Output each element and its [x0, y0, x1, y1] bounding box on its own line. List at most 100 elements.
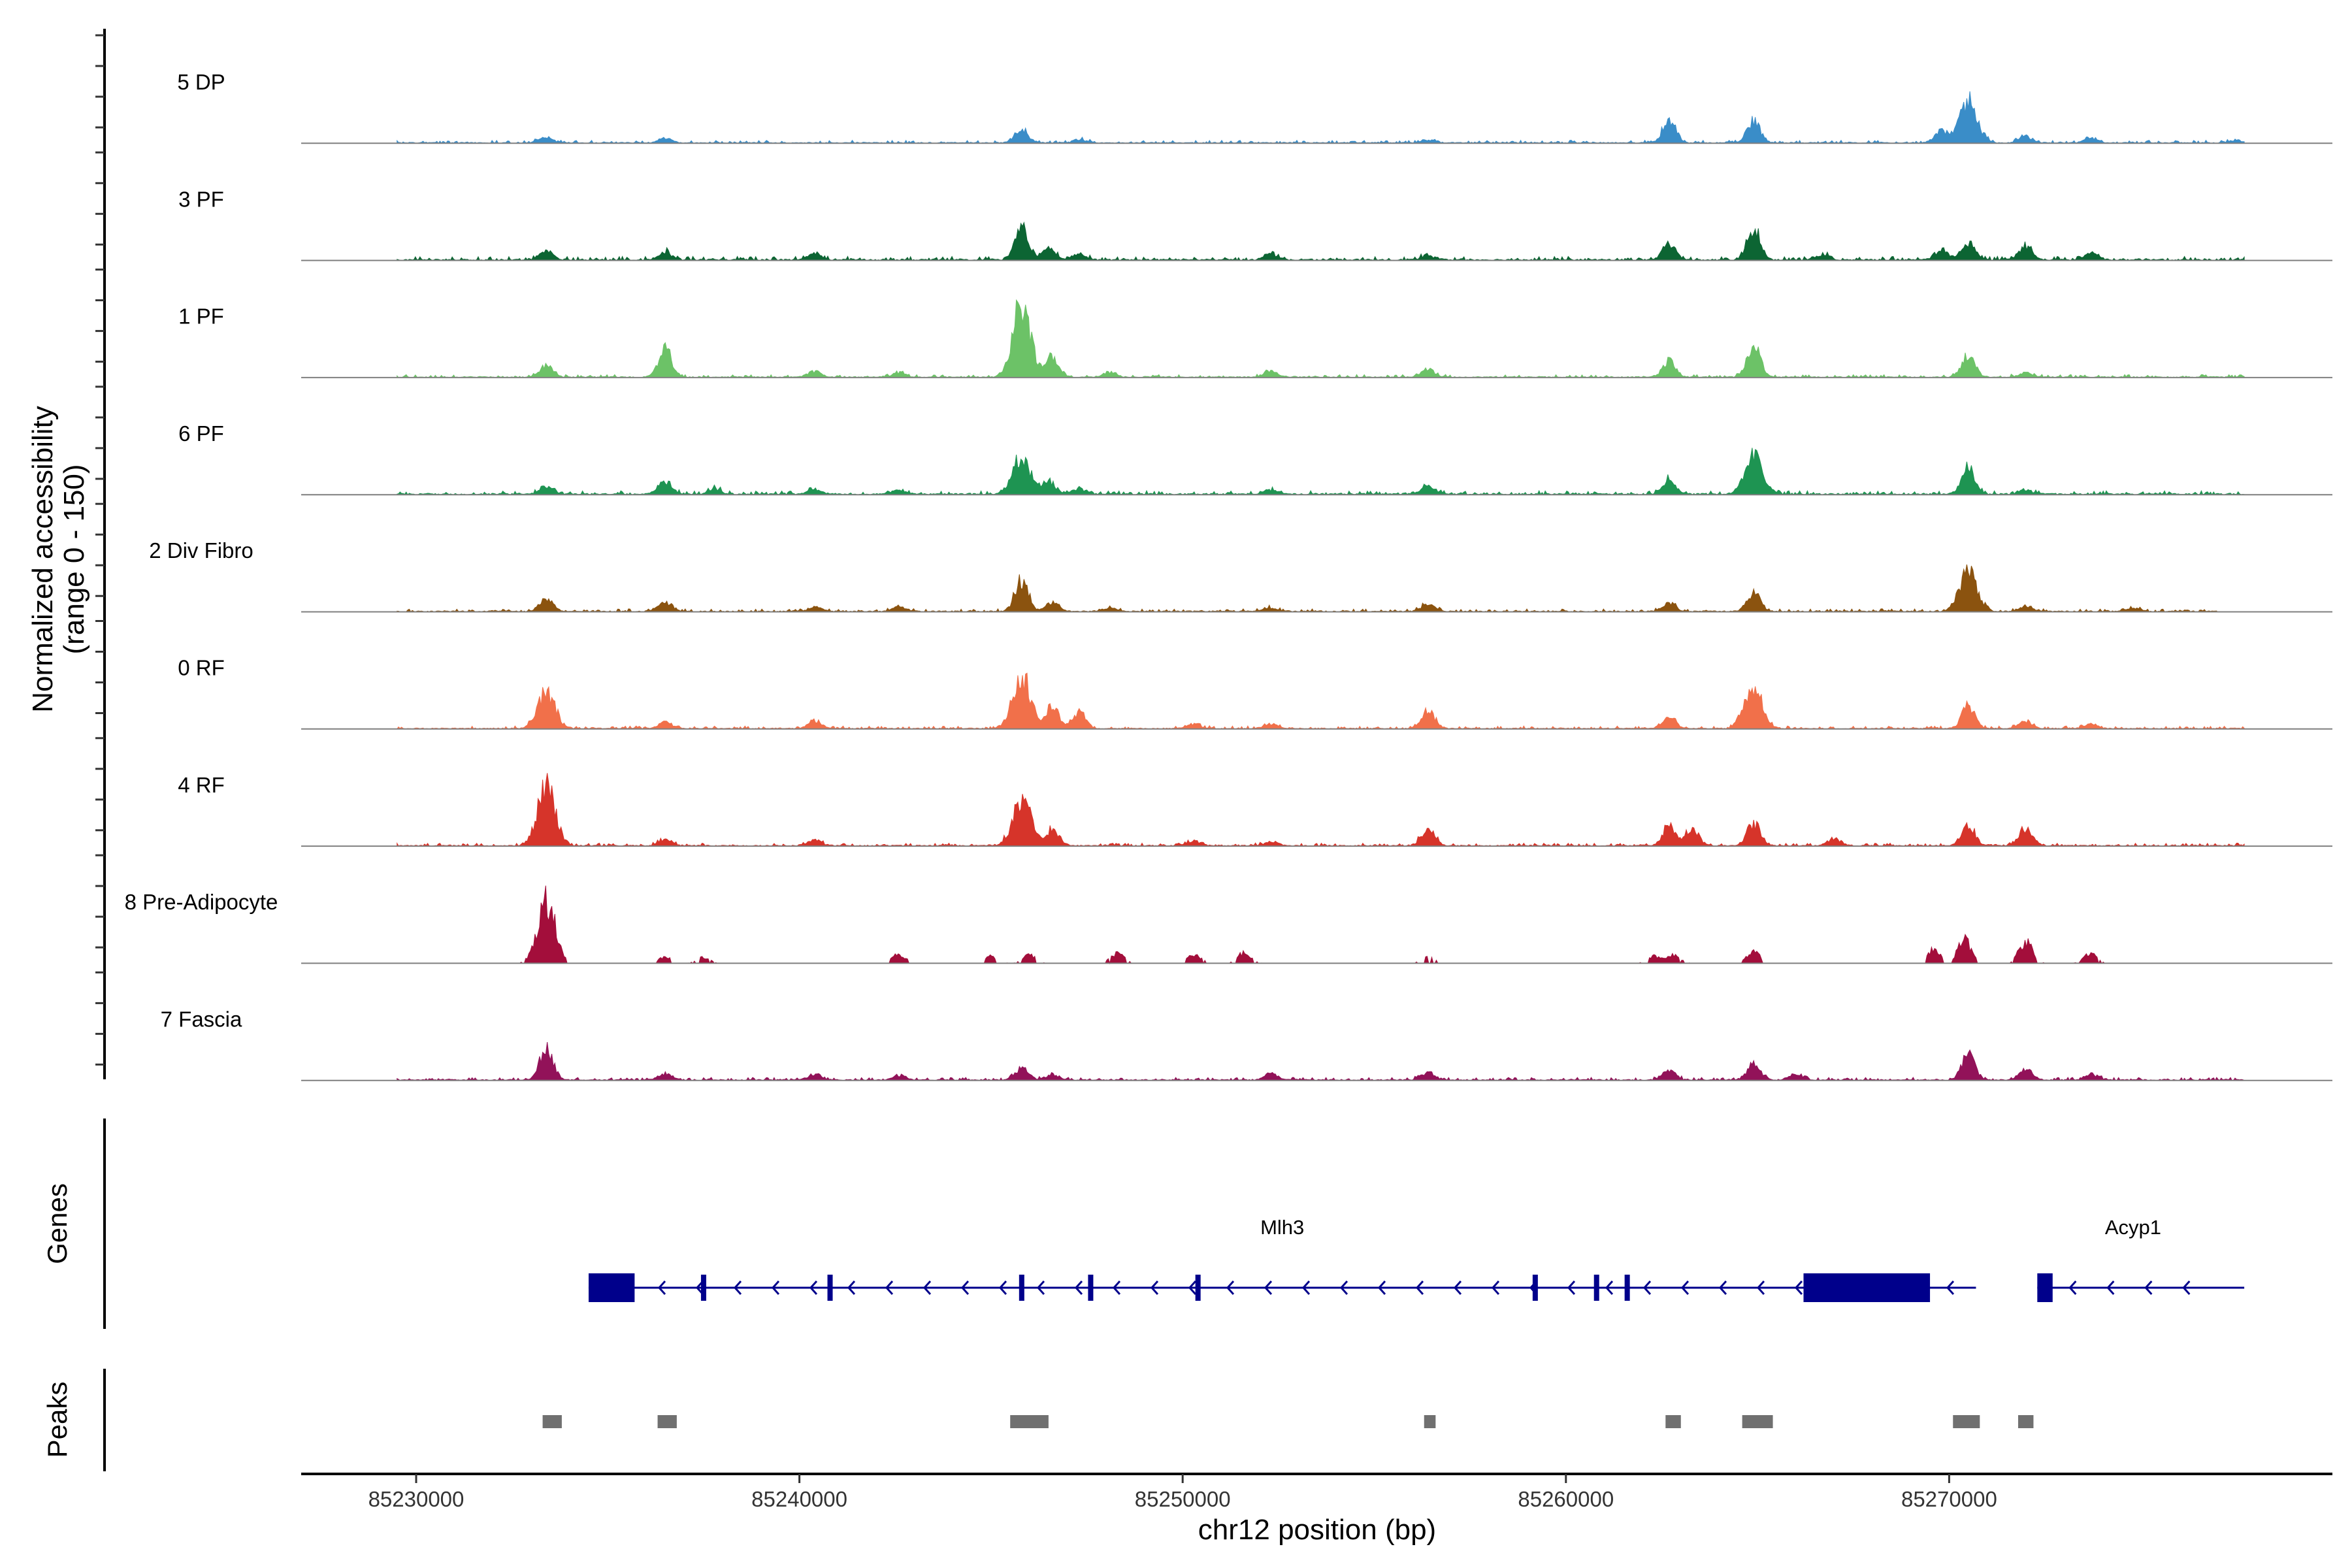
strand-arrow	[2182, 1280, 2191, 1296]
strand-arrow	[1680, 1280, 1690, 1296]
strand-arrow	[1036, 1280, 1045, 1296]
strand-arrow	[2106, 1280, 2115, 1296]
gene-acyp1: Acyp1	[2037, 1216, 2245, 1302]
strand-arrow	[1377, 1280, 1386, 1296]
strand-arrow	[1074, 1280, 1083, 1296]
strand-arrow	[1415, 1280, 1424, 1296]
x-axis: 85230000 85240000 85250000 85260000 85270000	[301, 1473, 2332, 1511]
strand-arrow	[1453, 1280, 1462, 1296]
coverage-area	[397, 221, 2245, 261]
peak-track	[542, 1415, 2034, 1428]
track-label: 8 Pre-Adipocyte	[125, 890, 278, 914]
strand-arrow	[771, 1280, 780, 1296]
exon	[1532, 1275, 1538, 1301]
strand-arrow	[960, 1280, 970, 1296]
strand-arrow	[1718, 1280, 1727, 1296]
accessibility-y-axis	[95, 29, 106, 1079]
peak-region	[1742, 1415, 1773, 1428]
strand-arrow	[885, 1280, 894, 1296]
peak-region	[657, 1415, 677, 1428]
track-8-pre-adipocyte: 8 Pre-Adipocyte	[125, 885, 2332, 965]
strand-arrow	[1339, 1280, 1348, 1296]
track-4-rf: 4 RF	[178, 773, 2332, 847]
strand-arrow	[923, 1280, 932, 1296]
strand-arrow	[1946, 1280, 1955, 1296]
coverage-area	[397, 448, 2245, 496]
peak-region	[2017, 1415, 2034, 1428]
track-label: 6 PF	[178, 421, 224, 446]
exon	[1019, 1275, 1024, 1301]
exon	[1195, 1275, 1201, 1301]
track-label: 0 RF	[178, 656, 225, 680]
coverage-area	[397, 885, 2118, 965]
strand-arrow	[998, 1280, 1007, 1296]
exon	[700, 1275, 706, 1301]
x-tick-label: 85270000	[1901, 1487, 1997, 1511]
strand-arrow	[1794, 1280, 1803, 1296]
track-5-dp: 5 DP	[177, 70, 2332, 144]
y-axis-title: Normalized accessibility	[27, 406, 59, 712]
track-label: 3 PF	[178, 187, 224, 211]
peak-region	[1010, 1415, 1049, 1428]
exon	[1624, 1275, 1630, 1301]
track-label: 5 DP	[177, 70, 225, 94]
exon	[1088, 1275, 1094, 1301]
coverage-area	[397, 1042, 2245, 1081]
gene-name-label: Mlh3	[1260, 1216, 1304, 1239]
coverage-tracks: 5 DP 3 PF 1 PF 6 PF 2 Div Fibro 0 RF 4 RF 8 Pre…	[125, 70, 2332, 1081]
track-1-pf: 1 PF	[178, 299, 2332, 378]
track-7-fascia: 7 Fascia	[161, 1007, 2332, 1081]
peak-region	[1424, 1415, 1436, 1428]
strand-arrow	[733, 1280, 742, 1296]
track-6-pf: 6 PF	[178, 421, 2332, 496]
peak-region	[1953, 1415, 1980, 1428]
strand-arrow	[1756, 1280, 1765, 1296]
exon	[1593, 1275, 1599, 1301]
gene-block	[1803, 1273, 1931, 1302]
strand-arrow	[809, 1280, 818, 1296]
peak-region	[542, 1415, 562, 1428]
strand-arrow	[1567, 1280, 1576, 1296]
gene-name-label: Acyp1	[2105, 1216, 2161, 1239]
strand-arrow	[1264, 1280, 1273, 1296]
strand-arrow	[2144, 1280, 2153, 1296]
peak-region	[1665, 1415, 1681, 1428]
x-tick-label: 85240000	[751, 1487, 847, 1511]
coverage-area	[397, 564, 2219, 613]
strand-arrow	[1112, 1280, 1121, 1296]
strand-arrow	[847, 1280, 856, 1296]
track-label: 7 Fascia	[161, 1007, 242, 1031]
y-axis-range: (range 0 - 150)	[58, 464, 90, 654]
track-label: 2 Div Fibro	[149, 538, 253, 563]
track-2-div-fibro: 2 Div Fibro	[149, 538, 2332, 613]
coverage-area	[397, 773, 2245, 847]
strand-arrow	[1188, 1280, 1197, 1296]
coverage-area	[397, 299, 2245, 378]
x-tick-label: 85260000	[1518, 1487, 1614, 1511]
exon	[827, 1275, 833, 1301]
x-tick-label: 85230000	[368, 1487, 465, 1511]
gene-block	[2037, 1273, 2053, 1302]
genes-panel-title: Genes	[42, 1183, 73, 1264]
strand-arrow	[1642, 1280, 1652, 1296]
strand-arrow	[1150, 1280, 1159, 1296]
coverage-area	[397, 672, 2245, 730]
strand-arrow	[657, 1280, 666, 1296]
strand-arrow	[1301, 1280, 1311, 1296]
strand-arrow	[1491, 1280, 1500, 1296]
strand-arrow	[2068, 1280, 2077, 1296]
strand-arrow	[1605, 1280, 1614, 1296]
track-0-rf: 0 RF	[178, 656, 2332, 730]
track-3-pf: 3 PF	[178, 187, 2332, 261]
peaks-panel-title: Peaks	[42, 1382, 73, 1458]
gene-mlh3: Mlh3	[588, 1216, 1976, 1302]
track-label: 1 PF	[178, 304, 224, 329]
x-axis-title: chr12 position (bp)	[1198, 1514, 1436, 1546]
gene-track: Mlh3 Acyp1	[588, 1216, 2245, 1302]
strand-arrow	[1226, 1280, 1235, 1296]
gene-block	[588, 1273, 635, 1302]
track-label: 4 RF	[178, 773, 225, 797]
coverage-area	[397, 91, 2245, 144]
x-tick-label: 85250000	[1135, 1487, 1231, 1511]
